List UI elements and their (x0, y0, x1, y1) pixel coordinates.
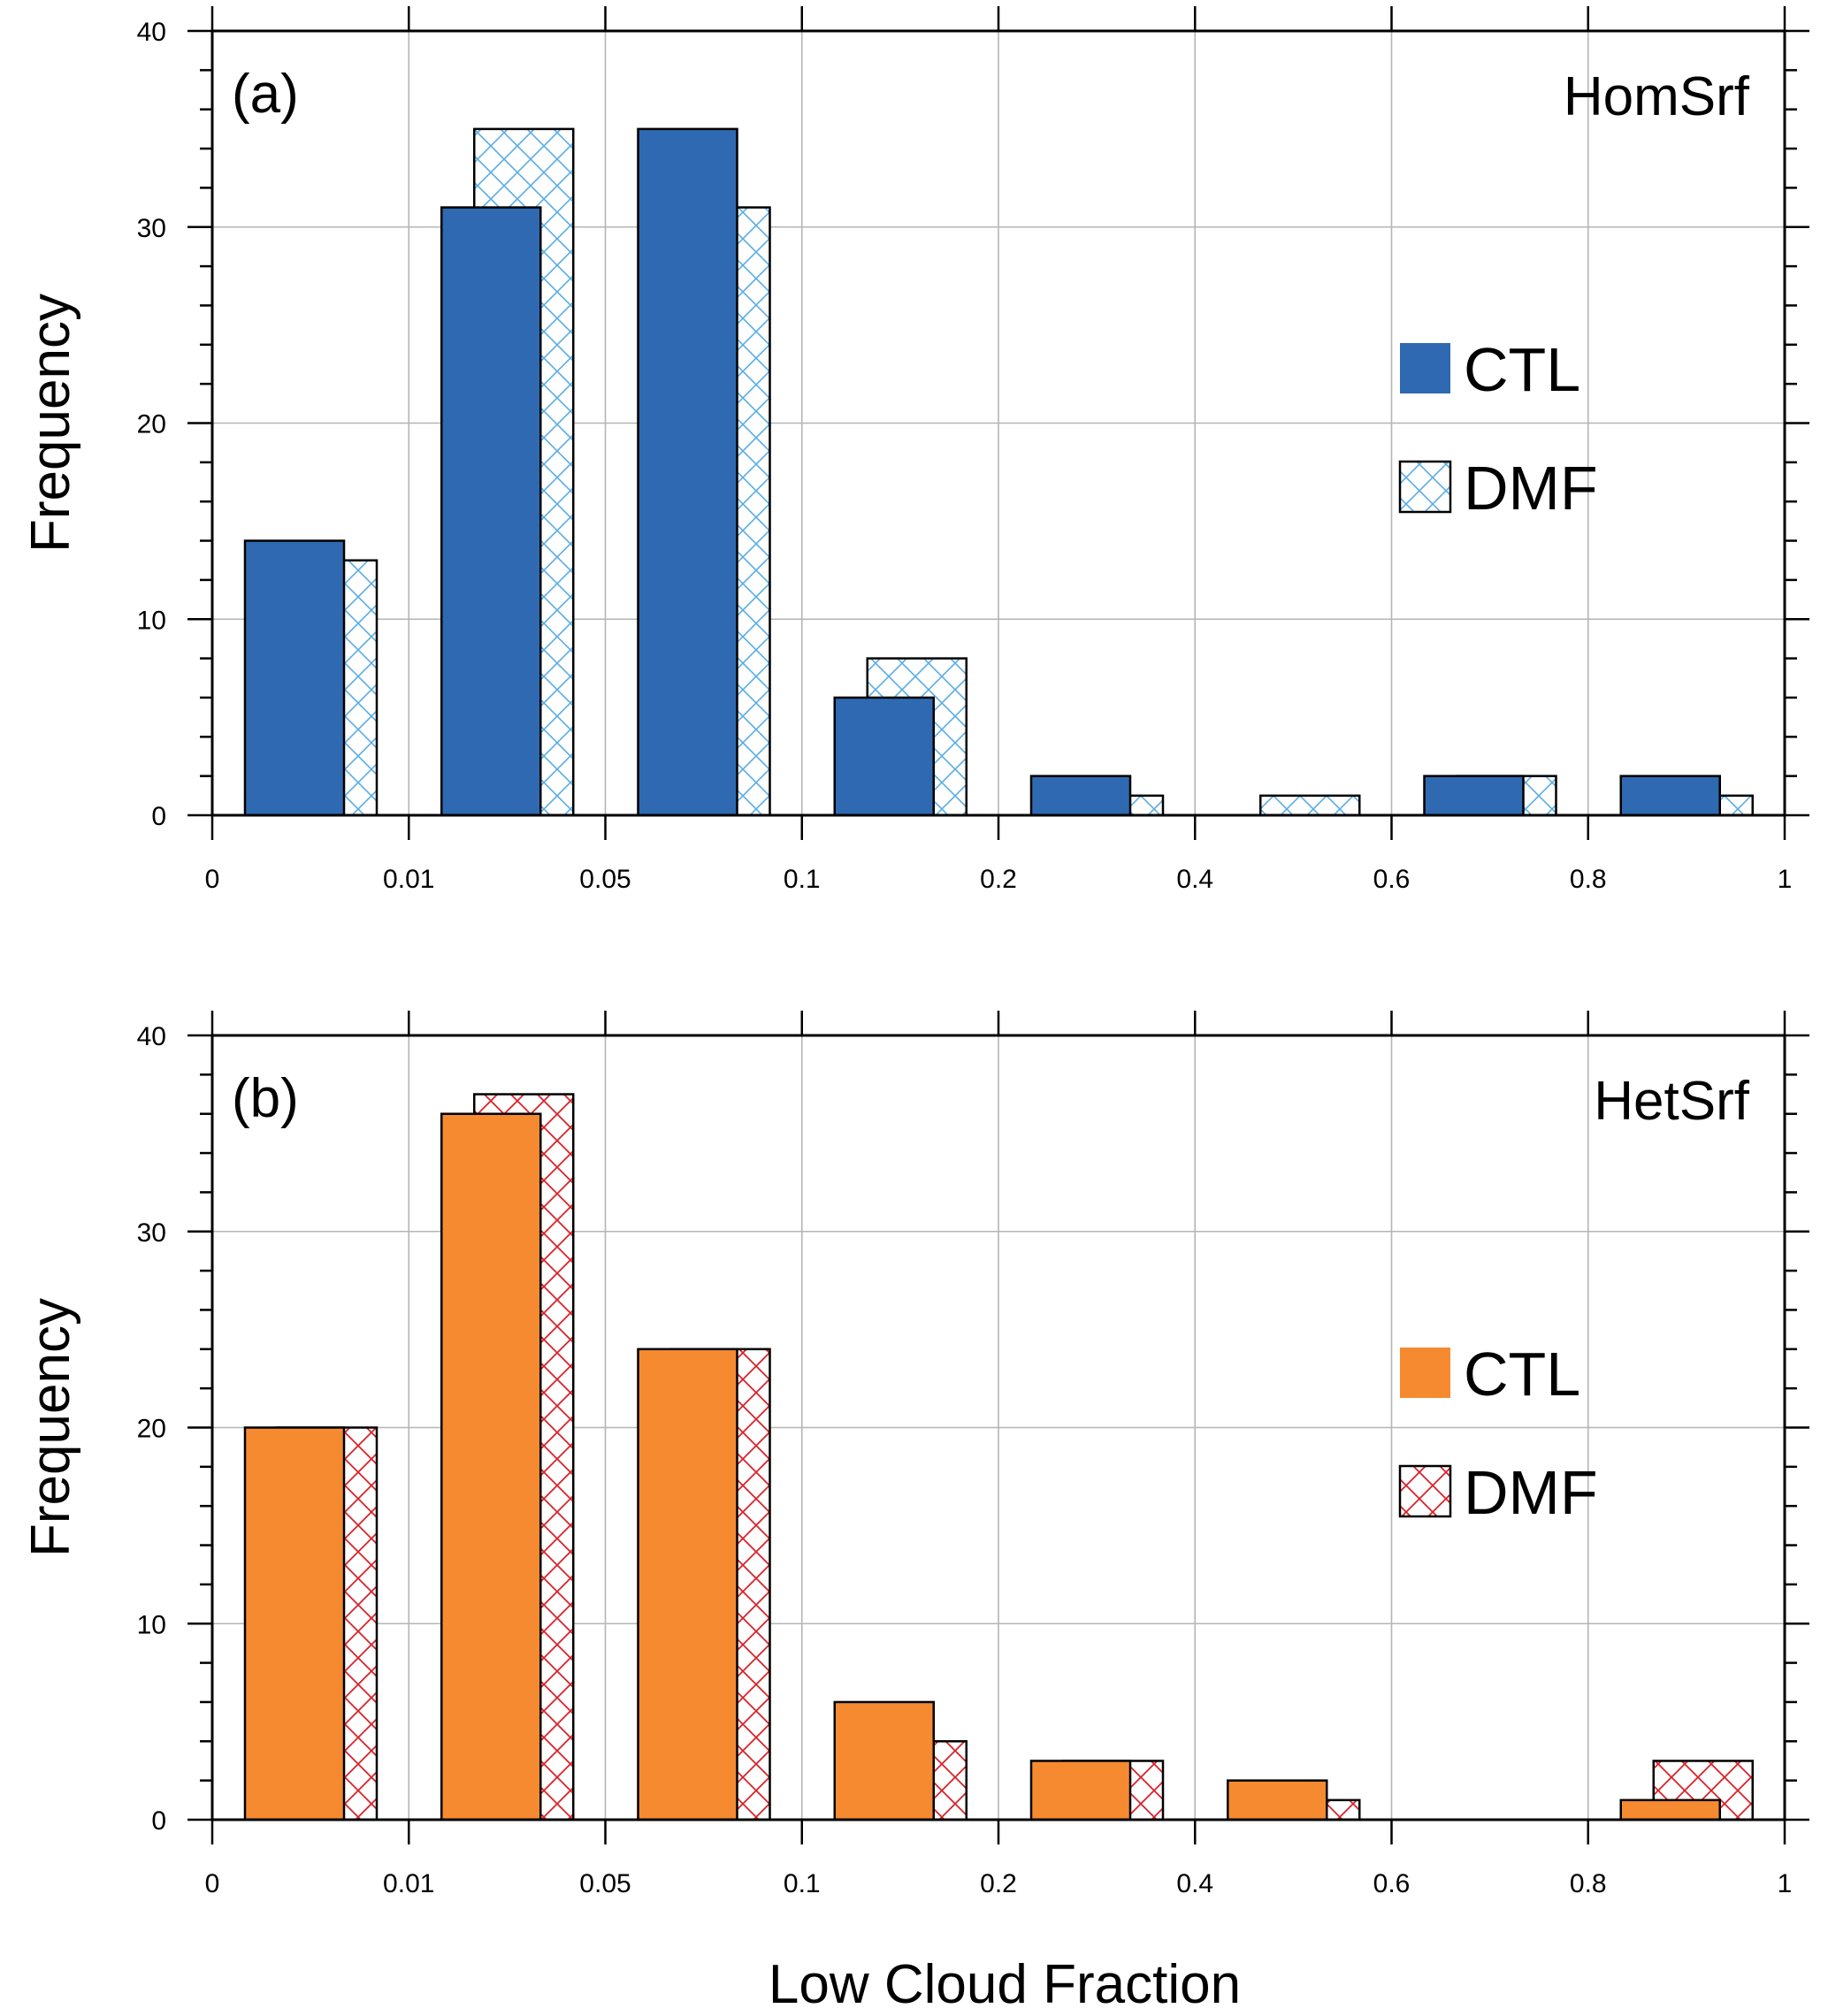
x-tick-label: 0.1 (784, 865, 821, 894)
legend-label-dmf: DMF (1464, 1458, 1598, 1527)
bar-ctl-0.01-0.05 (440, 1112, 542, 1821)
panel-label: (b) (232, 1068, 299, 1129)
bar-ctl-0.8-1 (1619, 775, 1721, 817)
bar-ctl-0.05-0.1 (637, 1348, 738, 1821)
panel-b: 0 10 20 30 40 0 0.01 0.05 0.1 0.2 0.4 0.6 0.8 1 Freque… (20, 1011, 1809, 1898)
bar-ctl-0.6-0.8 (1423, 775, 1525, 817)
y-tick-label: 30 (137, 214, 166, 243)
x-tick-label: 0.05 (579, 865, 631, 894)
y-axis-label: Frequency (20, 294, 81, 553)
bar-ctl-0.2-0.4 (1029, 1760, 1132, 1821)
x-tick-label: 1 (1778, 1869, 1793, 1898)
case-label: HetSrf (1594, 1071, 1749, 1132)
bar-ctl-0.01-0.05 (440, 206, 542, 817)
y-tick-label: 30 (137, 1218, 166, 1248)
case-label: HomSrf (1564, 66, 1750, 127)
x-tick-label: 0.8 (1570, 1869, 1607, 1898)
x-tick-label: 1 (1778, 865, 1793, 894)
legend: CTL DMF (1398, 1340, 1598, 1527)
y-tick-label: 0 (151, 1806, 166, 1836)
bar-ctl-0.05-0.1 (637, 127, 738, 817)
x-tick-label: 0.4 (1176, 865, 1213, 894)
legend-label-dmf: DMF (1464, 454, 1598, 523)
bar-ctl-0-0.01 (243, 539, 346, 817)
x-tick-label: 0.01 (383, 865, 434, 894)
bar-ctl-0-0.01 (243, 1426, 346, 1821)
x-tick-label: 0.01 (383, 1869, 434, 1898)
y-tick-label: 20 (137, 410, 166, 439)
legend: CTL DMF (1398, 335, 1598, 523)
y-tick-label: 40 (137, 18, 166, 47)
x-tick-label: 0.1 (784, 1869, 821, 1898)
legend-swatch-dmf (1398, 1464, 1452, 1518)
x-tick-label: 0 (205, 865, 220, 894)
x-tick-label: 0 (205, 1869, 220, 1898)
x-tick-label: 0.2 (980, 1869, 1017, 1898)
legend-label-ctl: CTL (1464, 335, 1580, 404)
y-axis-label: Frequency (20, 1298, 81, 1557)
panel-label: (a) (232, 64, 299, 125)
x-tick-label: 0.8 (1570, 865, 1607, 894)
x-tick-label: 0.05 (579, 1869, 631, 1898)
bar-ctl-0.1-0.2 (833, 1700, 935, 1821)
legend-swatch-dmf (1398, 460, 1452, 514)
bar-ctl-0.1-0.2 (833, 696, 935, 817)
legend-label-ctl: CTL (1464, 1340, 1580, 1409)
y-tick-label: 20 (137, 1415, 166, 1444)
legend-swatch-ctl (1400, 343, 1450, 393)
x-axis-label: Low Cloud Fraction (769, 1954, 1241, 2015)
x-tick-label: 0.2 (980, 865, 1017, 894)
y-tick-label: 40 (137, 1022, 166, 1051)
plot-frame (210, 1034, 1786, 1821)
bar-ctl-0.4-0.6 (1227, 1779, 1328, 1821)
y-tick-label: 10 (137, 606, 166, 635)
x-tick-label: 0.6 (1373, 865, 1411, 894)
bar-ctl-0.8-1 (1619, 1798, 1721, 1821)
y-tick-label: 0 (151, 802, 166, 831)
legend-swatch-ctl (1400, 1348, 1450, 1398)
x-tick-label: 0.6 (1373, 1869, 1411, 1898)
bar-dmf-0.4-0.6 (1259, 794, 1361, 817)
bar-ctl-0.2-0.4 (1029, 775, 1132, 817)
panel-a: 0 10 20 30 40 0 0.01 0.05 0.1 0.2 0.4 0.6 0.8 1 Freque… (20, 6, 1809, 894)
plot-frame (210, 29, 1786, 817)
y-tick-label: 10 (137, 1610, 166, 1639)
x-tick-label: 0.4 (1176, 1869, 1213, 1898)
